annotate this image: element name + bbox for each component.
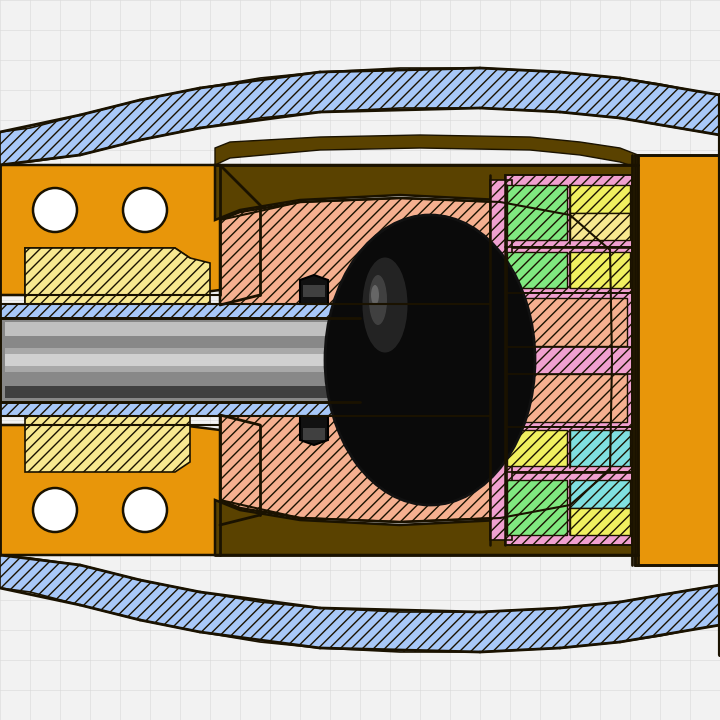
Bar — [0, 304, 490, 318]
Polygon shape — [0, 68, 720, 165]
Ellipse shape — [369, 275, 387, 325]
Bar — [5, 386, 355, 398]
Polygon shape — [215, 165, 638, 555]
Bar — [570, 213, 630, 240]
Bar — [570, 185, 630, 213]
Bar — [507, 298, 627, 346]
Bar — [570, 430, 630, 466]
Bar — [0, 318, 360, 402]
Ellipse shape — [371, 285, 379, 305]
Bar — [505, 248, 632, 293]
Bar — [303, 285, 325, 297]
Bar — [5, 322, 355, 336]
Polygon shape — [25, 416, 190, 472]
Polygon shape — [300, 275, 328, 304]
Bar — [303, 428, 325, 440]
Circle shape — [33, 188, 77, 232]
Polygon shape — [220, 198, 612, 522]
Bar — [570, 480, 630, 508]
Polygon shape — [300, 416, 328, 445]
Circle shape — [123, 488, 167, 532]
Polygon shape — [0, 555, 720, 652]
Circle shape — [33, 488, 77, 532]
Polygon shape — [0, 425, 260, 555]
Polygon shape — [215, 135, 638, 168]
Polygon shape — [0, 165, 260, 295]
Bar — [570, 252, 630, 288]
Polygon shape — [25, 248, 190, 304]
Ellipse shape — [362, 258, 408, 353]
Bar — [490, 180, 512, 540]
Bar — [0, 402, 490, 416]
Bar — [635, 155, 720, 565]
Bar — [507, 252, 567, 288]
Polygon shape — [25, 248, 210, 304]
Bar — [505, 293, 632, 427]
Bar — [507, 430, 567, 466]
Bar — [5, 348, 355, 372]
Bar — [505, 473, 632, 545]
Bar — [5, 354, 355, 366]
Ellipse shape — [325, 215, 535, 505]
Bar — [507, 185, 567, 240]
Bar — [507, 480, 567, 535]
Circle shape — [123, 188, 167, 232]
Bar — [505, 175, 632, 247]
Bar — [507, 374, 627, 422]
Bar — [505, 427, 632, 472]
Bar — [570, 508, 630, 535]
